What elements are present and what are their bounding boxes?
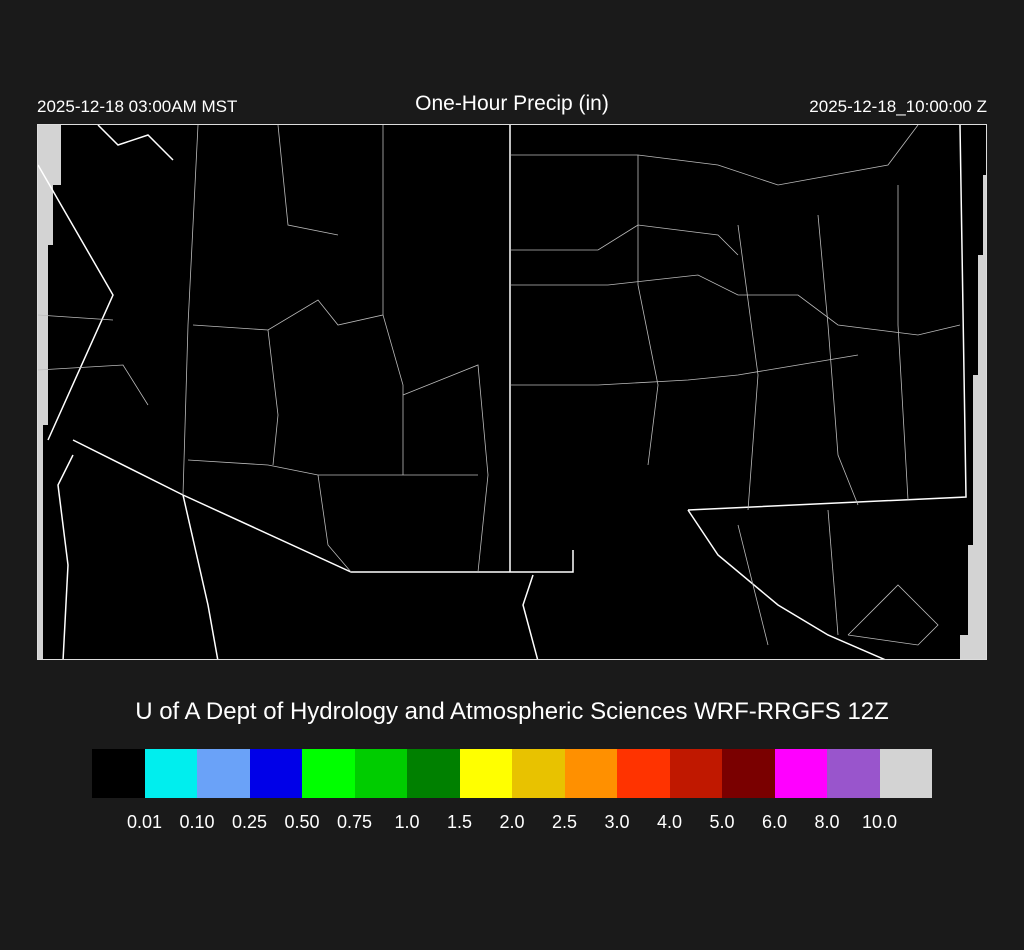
colorbar-swatch (774, 749, 827, 798)
colorbar-swatch (827, 749, 880, 798)
colorbar-label: 4.0 (656, 812, 683, 832)
colorbar-swatch (669, 749, 722, 798)
local-time-label: 2025-12-18 03:00AM MST (37, 97, 238, 116)
colorbar (92, 749, 932, 798)
colorbar-swatch (144, 749, 197, 798)
colorbar-swatch (564, 749, 617, 798)
colorbar-label: 0.25 (231, 812, 268, 832)
colorbar-label: 0.75 (336, 812, 373, 832)
colorbar-label: 0.01 (126, 812, 163, 832)
colorbar-swatch (512, 749, 565, 798)
colorbar-label: 1.0 (394, 812, 420, 832)
colorbar-label: 10.0 (861, 812, 898, 832)
colorbar-swatch (459, 749, 512, 798)
colorbar-label: 0.50 (284, 812, 320, 832)
county-borders (38, 125, 961, 646)
colorbar-swatch (249, 749, 302, 798)
precip-map (37, 124, 987, 660)
colorbar-swatch (617, 749, 670, 798)
colorbar-label: 8.0 (814, 812, 840, 832)
utc-time-label: 2025-12-18_10:00:00 Z (809, 97, 987, 116)
colorbar-label: 2.0 (499, 812, 525, 832)
map-title: One-Hour Precip (in) (415, 92, 609, 115)
colorbar-labels: 0.01 0.10 0.25 0.50 0.75 1.0 1.5 2.0 2.5 3.0 4.0 5.… (0, 812, 1024, 836)
colorbar-swatch (407, 749, 460, 798)
credit-line: U of A Dept of Hydrology and Atmospheric… (135, 698, 889, 725)
colorbar-label: 6.0 (761, 812, 788, 832)
no-data-strip-right (960, 175, 986, 659)
colorbar-swatch (722, 749, 775, 798)
colorbar-label: 2.5 (551, 812, 578, 832)
colorbar-label: 1.5 (446, 812, 473, 832)
no-data-strip-left (38, 125, 61, 659)
map-boundaries (38, 125, 986, 659)
colorbar-swatch (92, 749, 145, 798)
colorbar-swatch (354, 749, 407, 798)
colorbar-swatch (302, 749, 355, 798)
colorbar-swatch (197, 749, 250, 798)
colorbar-swatch (879, 749, 932, 798)
colorbar-label: 3.0 (604, 812, 630, 832)
state-borders (38, 125, 967, 659)
colorbar-label: 0.10 (179, 812, 215, 832)
colorbar-label: 5.0 (709, 812, 735, 832)
